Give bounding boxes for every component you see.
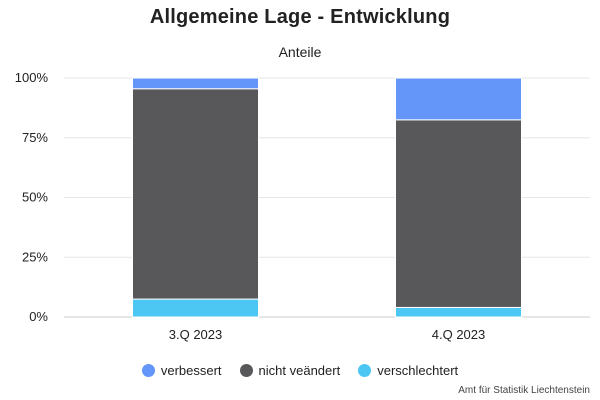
bar-segment bbox=[132, 88, 259, 300]
bar-segment bbox=[395, 306, 522, 318]
y-tick-label: 100% bbox=[15, 70, 49, 85]
bar-segment bbox=[132, 298, 259, 318]
bar-segment bbox=[132, 77, 259, 90]
bar-segment bbox=[395, 119, 522, 308]
legend-label: nicht veändert bbox=[258, 363, 341, 378]
x-tick-label: 4.Q 2023 bbox=[432, 327, 486, 342]
y-tick-label: 75% bbox=[22, 130, 48, 145]
legend-swatch bbox=[141, 364, 155, 377]
legend-item[interactable]: verschlechtert bbox=[358, 363, 458, 378]
y-tick-label: 25% bbox=[22, 249, 48, 264]
chart-subtitle: Anteile bbox=[278, 44, 322, 60]
y-tick-label: 0% bbox=[29, 309, 48, 324]
chart-legend: verbessert nicht veändert verschlechtert bbox=[0, 363, 600, 378]
x-tick-label: 3.Q 2023 bbox=[169, 327, 223, 342]
bar-segment bbox=[395, 77, 522, 121]
legend-label: verschlechtert bbox=[377, 363, 459, 378]
legend-swatch bbox=[358, 364, 372, 377]
legend-item[interactable]: verbessert bbox=[141, 363, 222, 378]
chart-title: Allgemeine Lage - Entwicklung bbox=[149, 6, 451, 28]
legend-label: verbessert bbox=[160, 363, 222, 378]
y-tick-label: 50% bbox=[22, 190, 48, 205]
legend-item[interactable]: nicht veändert bbox=[239, 363, 341, 378]
legend-swatch bbox=[239, 364, 253, 377]
source-note: Amt für Statistik Liechtenstein bbox=[458, 385, 590, 396]
